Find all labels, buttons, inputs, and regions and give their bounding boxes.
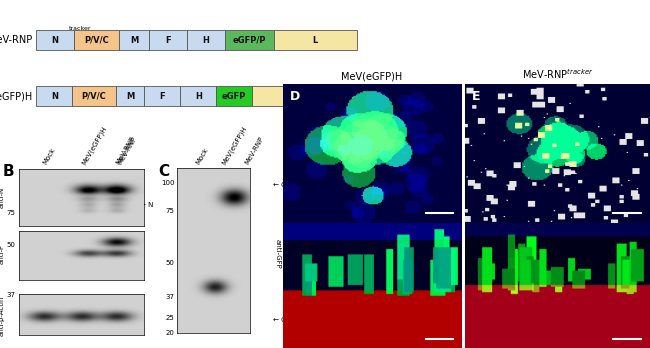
Text: eGFP/P: eGFP/P bbox=[233, 35, 266, 45]
Text: F: F bbox=[166, 35, 171, 45]
FancyBboxPatch shape bbox=[144, 86, 180, 106]
Text: 20: 20 bbox=[166, 330, 175, 336]
Text: MeV(eGFP)H: MeV(eGFP)H bbox=[81, 125, 109, 166]
Text: anti-β-Actin: anti-β-Actin bbox=[0, 296, 5, 336]
FancyBboxPatch shape bbox=[187, 30, 225, 50]
FancyBboxPatch shape bbox=[180, 86, 216, 106]
Text: 50: 50 bbox=[166, 260, 175, 267]
Text: 50: 50 bbox=[6, 242, 16, 248]
FancyBboxPatch shape bbox=[225, 30, 274, 50]
Text: ← N: ← N bbox=[140, 202, 153, 208]
Text: H: H bbox=[203, 35, 209, 45]
Text: 75: 75 bbox=[6, 210, 16, 216]
Text: anti-N: anti-N bbox=[0, 187, 5, 208]
Text: MeV-RNP: MeV-RNP bbox=[244, 136, 265, 166]
Text: MeV(eGFP)H: MeV(eGFP)H bbox=[220, 125, 248, 166]
Text: 100: 100 bbox=[161, 180, 175, 185]
FancyBboxPatch shape bbox=[252, 86, 332, 106]
Text: B: B bbox=[3, 164, 15, 179]
Text: ← GFP/P: ← GFP/P bbox=[273, 182, 301, 188]
Text: H: H bbox=[195, 92, 202, 101]
Text: 37: 37 bbox=[6, 292, 16, 298]
Text: L: L bbox=[289, 92, 294, 101]
Text: tracker: tracker bbox=[68, 26, 91, 31]
Text: anti-GFP: anti-GFP bbox=[274, 239, 280, 269]
Text: L: L bbox=[313, 35, 318, 45]
Text: E: E bbox=[472, 90, 480, 103]
Text: P/V/C: P/V/C bbox=[81, 92, 107, 101]
Title: MeV-RNP$^{tracker}$: MeV-RNP$^{tracker}$ bbox=[522, 68, 593, 81]
Text: 25: 25 bbox=[166, 315, 175, 321]
Text: MeV(eGFP)H: MeV(eGFP)H bbox=[0, 91, 32, 101]
FancyBboxPatch shape bbox=[74, 30, 120, 50]
Text: P/V/C: P/V/C bbox=[84, 35, 109, 45]
Text: N: N bbox=[52, 35, 58, 45]
FancyBboxPatch shape bbox=[274, 30, 357, 50]
FancyBboxPatch shape bbox=[216, 86, 252, 106]
Text: 75: 75 bbox=[166, 208, 175, 214]
Text: D: D bbox=[290, 90, 300, 103]
FancyBboxPatch shape bbox=[36, 30, 74, 50]
FancyBboxPatch shape bbox=[150, 30, 187, 50]
Text: M: M bbox=[130, 35, 138, 45]
Text: Mock: Mock bbox=[194, 147, 209, 166]
Text: ← GFP: ← GFP bbox=[273, 317, 294, 323]
FancyBboxPatch shape bbox=[116, 86, 144, 106]
Text: 37: 37 bbox=[166, 294, 175, 300]
Text: eGFP: eGFP bbox=[222, 92, 246, 101]
Text: F: F bbox=[159, 92, 165, 101]
FancyBboxPatch shape bbox=[120, 30, 150, 50]
Title: MeV(eGFP)H: MeV(eGFP)H bbox=[341, 71, 403, 81]
Text: MeV-RNP: MeV-RNP bbox=[0, 35, 32, 45]
Text: N: N bbox=[51, 92, 58, 101]
FancyBboxPatch shape bbox=[36, 86, 72, 106]
FancyBboxPatch shape bbox=[72, 86, 116, 106]
Text: M: M bbox=[125, 92, 134, 101]
Text: C: C bbox=[159, 164, 170, 179]
Text: Mock: Mock bbox=[42, 147, 57, 166]
Text: MeV-RNP: MeV-RNP bbox=[114, 136, 135, 166]
Text: anti-P: anti-P bbox=[0, 244, 5, 264]
Text: MeV-RNP: MeV-RNP bbox=[117, 136, 138, 166]
